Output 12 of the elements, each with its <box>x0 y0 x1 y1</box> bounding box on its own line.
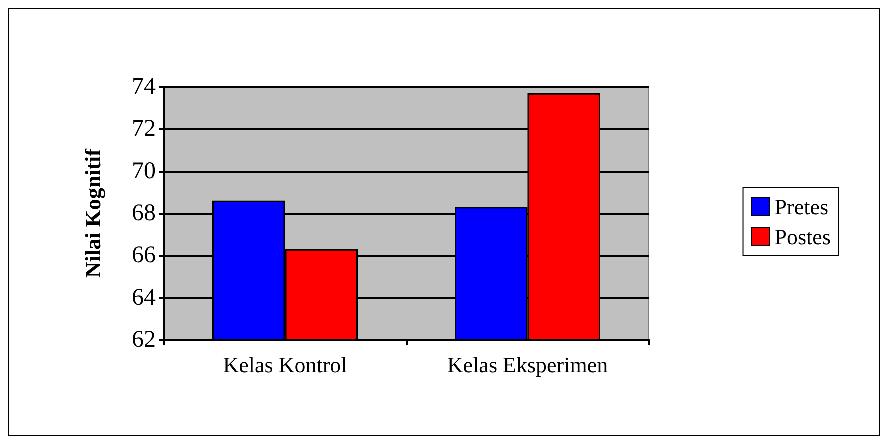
x-tick-label: Kelas Kontrol <box>223 352 348 378</box>
y-tick-label: 66 <box>132 242 156 269</box>
legend-label: Postes <box>774 224 832 250</box>
x-tick-label: Kelas Eksperimen <box>447 352 608 378</box>
y-tick-label: 70 <box>132 158 156 184</box>
y-tick-label: 64 <box>132 284 156 311</box>
y-tick-label: 72 <box>132 116 156 142</box>
y-tick-label: 68 <box>132 200 156 226</box>
legend-label: Pretes <box>774 194 829 220</box>
y-tick-label: 62 <box>132 327 156 353</box>
y-tick-label: 74 <box>132 74 156 100</box>
y-axis-title: Nilai Kognitif <box>80 148 106 278</box>
